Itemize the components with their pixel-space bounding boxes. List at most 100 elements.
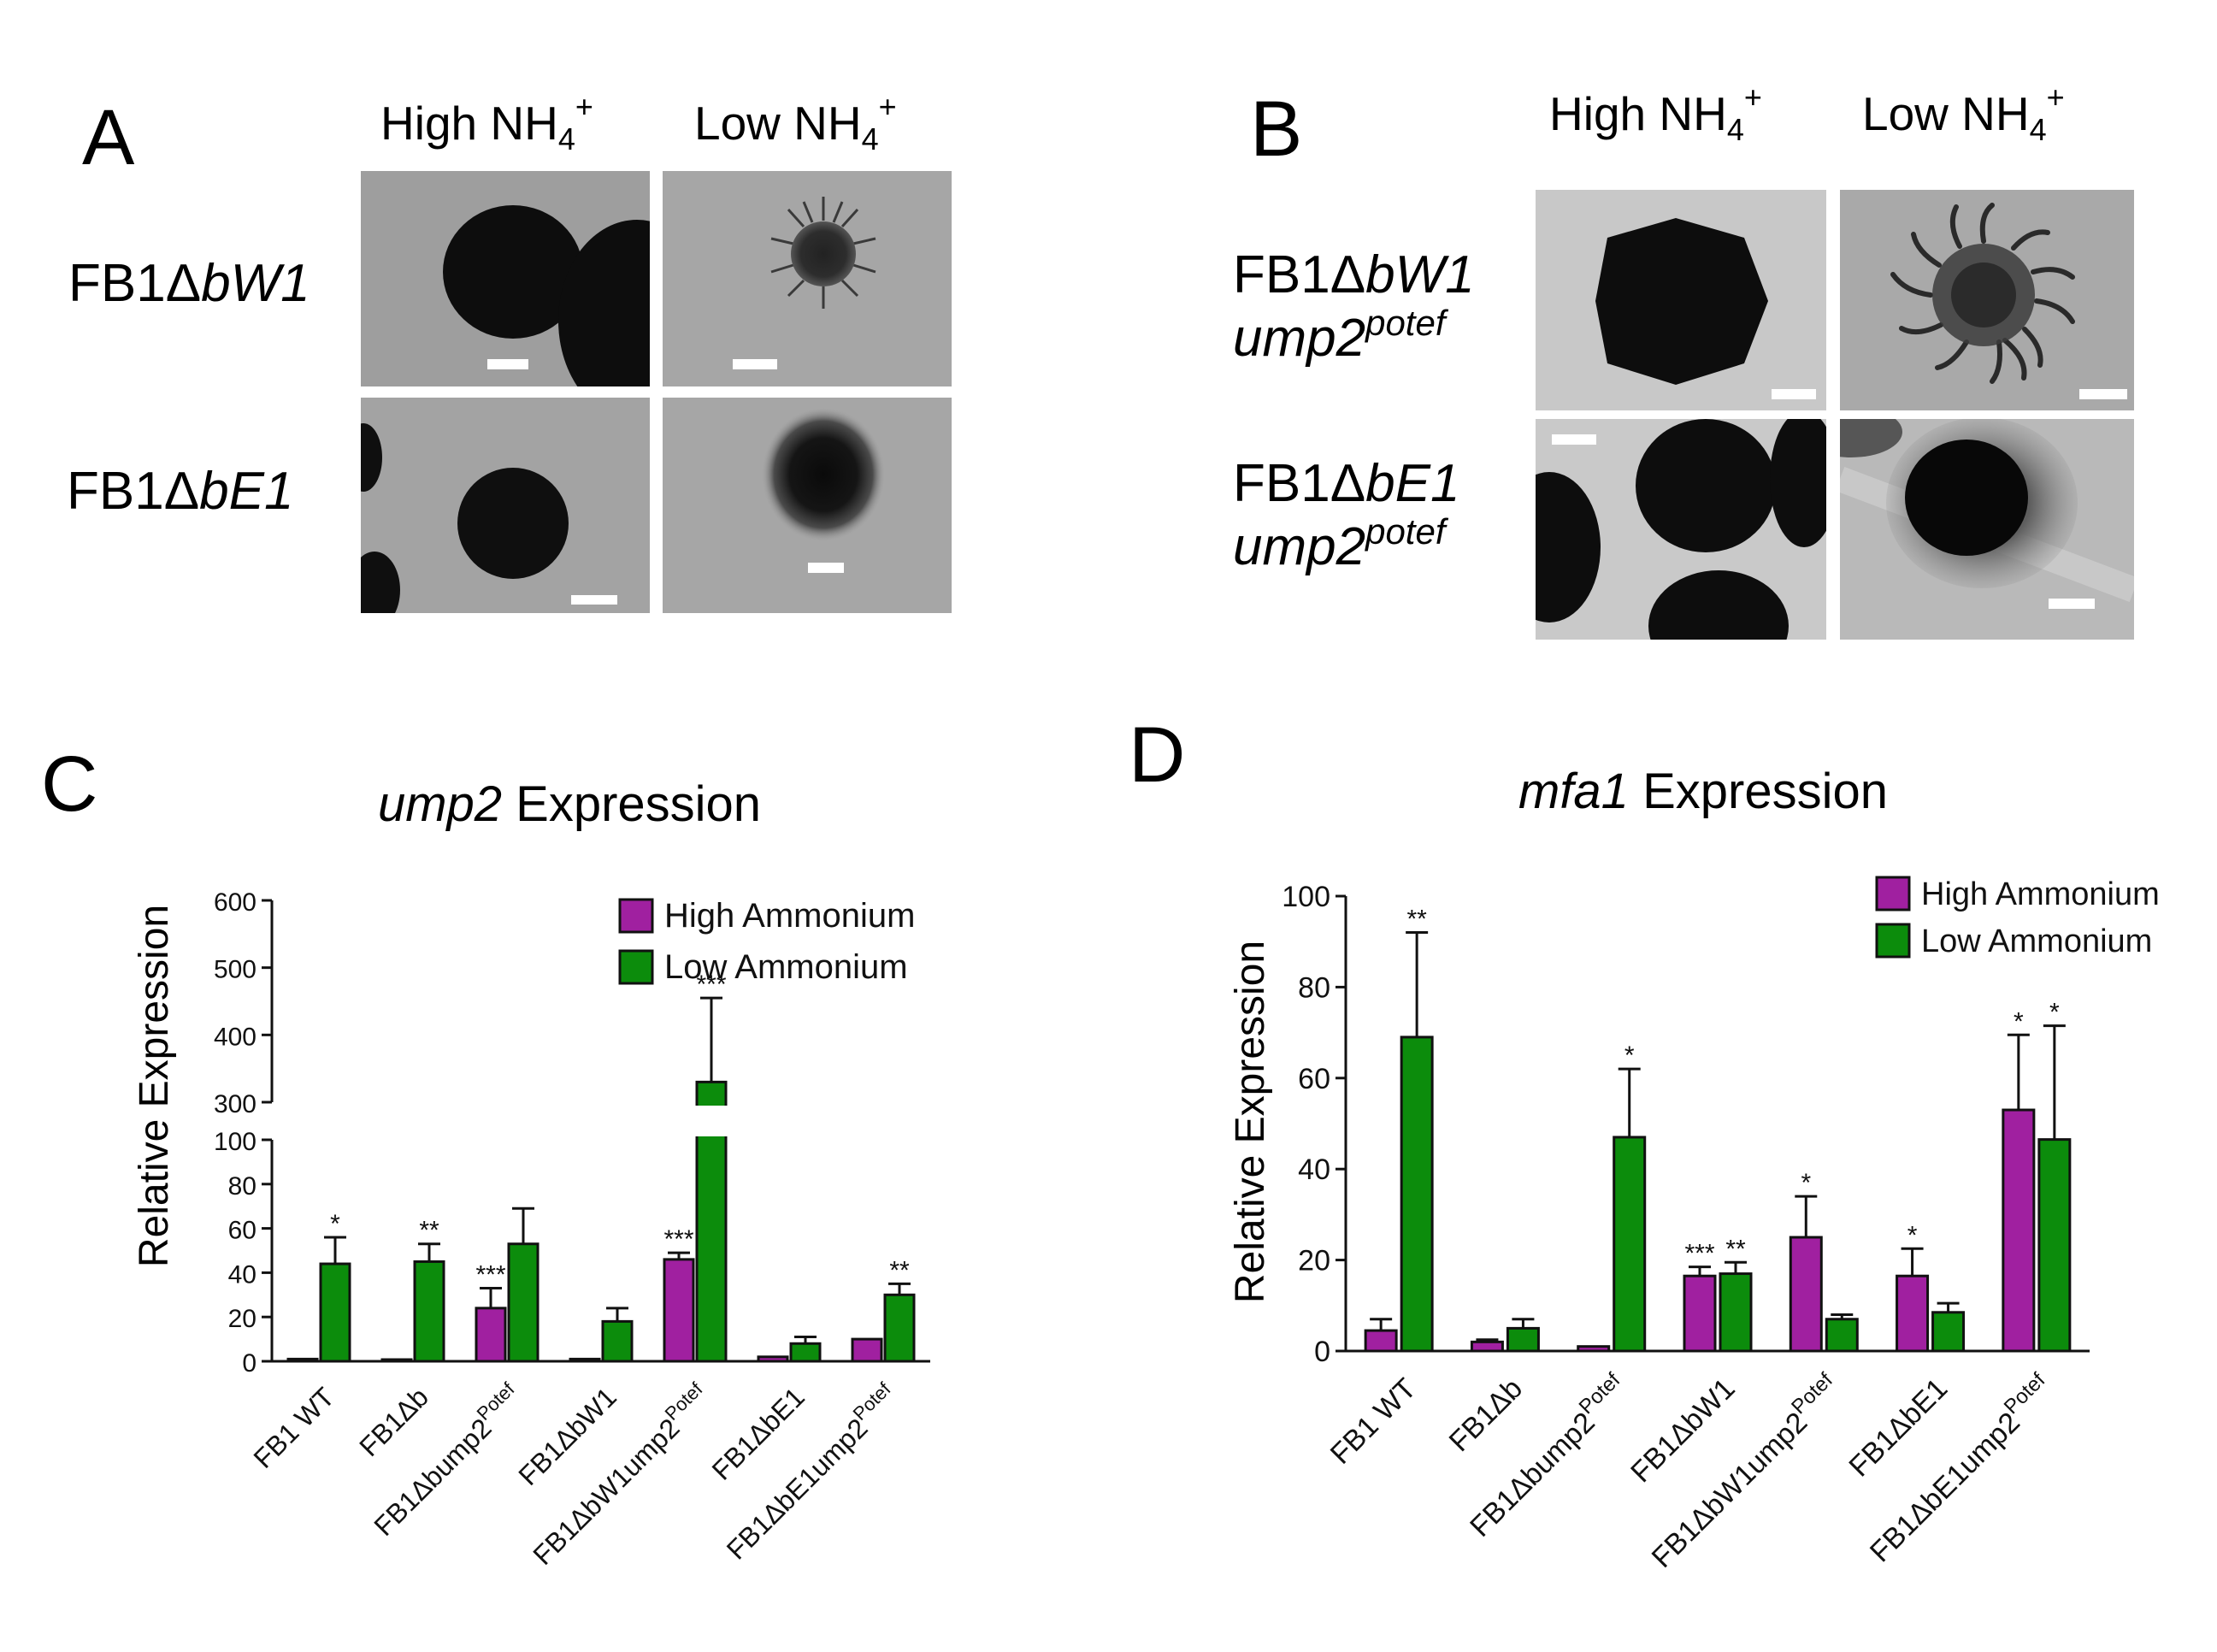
bar-low bbox=[413, 1260, 445, 1363]
panel-a-col-low-base: Low NH bbox=[694, 97, 862, 150]
category-label: FB1Δb bbox=[353, 1381, 434, 1462]
category-label: FB1 WT bbox=[1324, 1372, 1423, 1471]
panel-a-col-low-sup: + bbox=[879, 89, 897, 124]
bar-high bbox=[380, 1358, 413, 1363]
chart-c-title: ump2 Expression bbox=[378, 776, 761, 832]
chart-c-title-rest: Expression bbox=[502, 776, 761, 832]
bar-low bbox=[1506, 1326, 1540, 1353]
category-label-sup: Potef bbox=[661, 1378, 708, 1425]
y-tick-label: 100 bbox=[214, 1128, 256, 1156]
category-label: FB1ΔbW1ump2Potef bbox=[1642, 1368, 1848, 1574]
panel-c-label: C bbox=[41, 740, 97, 828]
bar-high bbox=[851, 1337, 883, 1363]
bar-high bbox=[1470, 1340, 1504, 1353]
y-tick-label: 40 bbox=[228, 1260, 256, 1289]
chart-d-title-gene: mfa1 bbox=[1518, 764, 1629, 819]
category-label-base: FB1ΔbW1 bbox=[1624, 1372, 1741, 1489]
panel-b-label: B bbox=[1250, 86, 1302, 173]
bar-low bbox=[1719, 1272, 1753, 1353]
y-tick-label: 80 bbox=[1298, 971, 1330, 1004]
legend-label-high: High Ammonium bbox=[664, 897, 915, 935]
y-tick-label: 20 bbox=[1298, 1245, 1330, 1277]
category-label-sup: Potef bbox=[1575, 1368, 1625, 1419]
bar-low bbox=[883, 1293, 916, 1363]
bar-high bbox=[757, 1355, 789, 1363]
category-label-base: FB1Δb bbox=[1443, 1372, 1529, 1458]
category-label-base: FB1Δb bbox=[353, 1381, 434, 1462]
legend-swatch-high bbox=[618, 898, 654, 934]
bar-high bbox=[475, 1307, 507, 1363]
panel-a-row1-prefix: FB1Δ bbox=[68, 254, 201, 313]
significance-label: *** bbox=[1684, 1240, 1714, 1268]
panel-b-row1-line2: ump2potef bbox=[1233, 303, 1449, 368]
panel-a-row1-gene: bW1 bbox=[201, 254, 310, 313]
panel-a: A High NH4+ Low NH4+ FB1ΔbW1 FB1ΔbE1 bbox=[67, 89, 952, 613]
y-tick-label: 100 bbox=[1282, 881, 1330, 913]
micrograph-a-high-be1 bbox=[361, 398, 650, 613]
category-label-base: FB1ΔbE1 bbox=[1843, 1372, 1954, 1484]
bar-high bbox=[1577, 1345, 1611, 1353]
panel-a-col-high-base: High NH bbox=[380, 97, 558, 150]
panel-b-row1-gene: bW1 bbox=[1365, 245, 1474, 304]
y-tick-label: 60 bbox=[1298, 1063, 1330, 1095]
chart-d-title-rest: Expression bbox=[1629, 764, 1888, 819]
panel-d: D mfa1 Expression Relative Expression 0 2… bbox=[1129, 711, 2160, 1574]
legend-swatch-high bbox=[1875, 876, 1911, 912]
panel-b-col-high-sub: 4 bbox=[1727, 112, 1744, 147]
bar-high bbox=[2002, 1108, 2036, 1353]
panel-b-row1-ump2-sup: potef bbox=[1364, 303, 1449, 343]
chart-d-title: mfa1 Expression bbox=[1518, 764, 1888, 819]
legend-swatch-low bbox=[1875, 923, 1911, 959]
significance-label: * bbox=[1624, 1041, 1635, 1070]
bar-high bbox=[663, 1258, 695, 1363]
micrograph-a-low-bw1 bbox=[663, 171, 952, 386]
significance-label: * bbox=[330, 1210, 340, 1238]
significance-label: *** bbox=[663, 1225, 693, 1254]
panel-a-col-high-sup: + bbox=[575, 89, 593, 124]
bar-high bbox=[1364, 1329, 1398, 1353]
panel-a-row-label-bw1: FB1ΔbW1 bbox=[68, 254, 310, 313]
category-label: FB1Δb bbox=[1443, 1372, 1529, 1458]
bar-low bbox=[1400, 1035, 1434, 1353]
category-label: FB1ΔbW1ump2Potef bbox=[524, 1378, 717, 1571]
micrograph-b-low-bw1-ump2 bbox=[1840, 190, 2134, 410]
panel-a-row2-prefix: FB1Δ bbox=[67, 462, 199, 521]
panel-b-col-low-sub: 4 bbox=[2030, 112, 2047, 147]
significance-label: ** bbox=[889, 1256, 910, 1284]
panel-d-label: D bbox=[1129, 711, 1185, 799]
panel-b-row2-line2: ump2potef bbox=[1233, 511, 1449, 576]
panel-a-col-high-sub: 4 bbox=[558, 121, 575, 156]
y-tick-label: 0 bbox=[1314, 1336, 1330, 1368]
y-tick-label: 500 bbox=[214, 956, 256, 984]
bar-low bbox=[1825, 1318, 1859, 1353]
bar-low bbox=[789, 1342, 822, 1363]
category-label: FB1Δbump2Potef bbox=[365, 1378, 529, 1542]
category-label-base: FB1 WT bbox=[1324, 1372, 1423, 1471]
bar-low bbox=[319, 1262, 351, 1363]
category-label-base: FB1 WT bbox=[248, 1381, 340, 1473]
panel-b-row1-ump2: ump2 bbox=[1233, 309, 1365, 368]
micrograph-a-high-bw1 bbox=[361, 171, 650, 386]
y-tick-label: 20 bbox=[228, 1305, 256, 1333]
scale-bar bbox=[2079, 389, 2127, 399]
significance-label: *** bbox=[475, 1261, 505, 1289]
y-tick-label: 400 bbox=[214, 1023, 256, 1051]
bar-high bbox=[286, 1357, 319, 1363]
panel-b-row2-prefix: FB1Δ bbox=[1233, 454, 1365, 513]
micrograph-b-high-be1-ump2 bbox=[1536, 419, 1826, 640]
significance-label: ** bbox=[1406, 906, 1427, 934]
category-label-sup: Potef bbox=[473, 1378, 520, 1425]
significance-label: * bbox=[2049, 999, 2060, 1027]
micrograph-a-low-be1 bbox=[663, 398, 952, 613]
y-tick-label: 60 bbox=[228, 1217, 256, 1245]
panel-a-col-low-sub: 4 bbox=[862, 121, 879, 156]
panel-b-col-high-sup: + bbox=[1744, 80, 1762, 115]
panel-b-row2-gene: bE1 bbox=[1365, 454, 1459, 513]
bar-low bbox=[507, 1242, 540, 1363]
significance-label: ** bbox=[1725, 1235, 1746, 1263]
significance-label: * bbox=[2014, 1007, 2024, 1035]
y-tick-label: 600 bbox=[214, 888, 256, 917]
panel-b-row2-ump2: ump2 bbox=[1233, 517, 1365, 576]
bar-high bbox=[569, 1357, 601, 1363]
